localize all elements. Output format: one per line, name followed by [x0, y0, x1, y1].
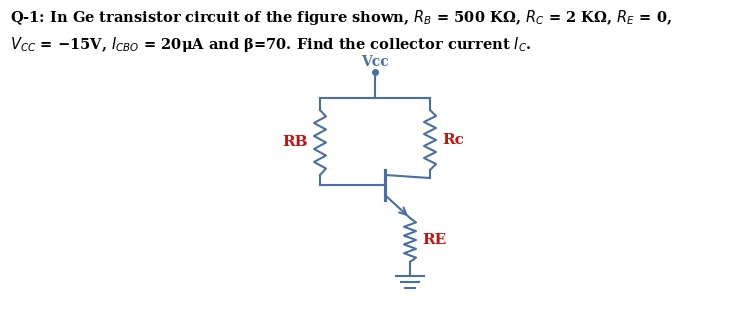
Text: $V_{CC}$ = −15V, $I_{CBO}$ = 20μA and β=70. Find the collector current $I_C$.: $V_{CC}$ = −15V, $I_{CBO}$ = 20μA and β=…	[10, 35, 532, 54]
Text: RB: RB	[283, 135, 308, 150]
Text: Vcc: Vcc	[361, 55, 389, 69]
Text: Q-1: In Ge transistor circuit of the figure shown, $R_B$ = 500 KΩ, $R_C$ = 2 KΩ,: Q-1: In Ge transistor circuit of the fig…	[10, 8, 672, 27]
Text: RE: RE	[422, 233, 447, 247]
Text: Rc: Rc	[442, 133, 464, 147]
